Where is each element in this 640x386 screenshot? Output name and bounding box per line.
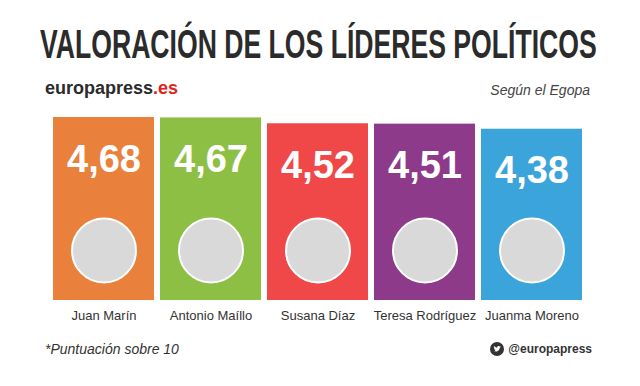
svg-text:4,68: 4,68 [67,138,141,180]
html-text:VALORACIÓN DE LOS LÍDERES POLÍ: VALORACIÓN DE LOS LÍDERES POLÍTICOS [40,22,597,66]
svg-text:Juan Marín: Juan Marín [71,308,136,323]
html-text:Según el Egopa: Según el Egopa [490,82,590,98]
html-text:@europapress: @europapress [508,342,592,356]
svg-text:Antonio Maíllo: Antonio Maíllo [170,308,252,323]
svg-text:4,67: 4,67 [174,138,248,180]
svg-text:Susana Díaz: Susana Díaz [281,308,355,323]
svg-text:4,38: 4,38 [495,149,569,191]
svg-text:4,51: 4,51 [388,144,462,186]
html-text:europapress.es: europapress.es [45,78,179,98]
svg-text:4,52: 4,52 [281,144,355,186]
svg-text:Teresa Rodríguez: Teresa Rodríguez [374,308,477,323]
svg-text:Juanma Moreno: Juanma Moreno [485,308,579,323]
html-text:*Puntuación sobre 10: *Puntuación sobre 10 [45,341,179,357]
